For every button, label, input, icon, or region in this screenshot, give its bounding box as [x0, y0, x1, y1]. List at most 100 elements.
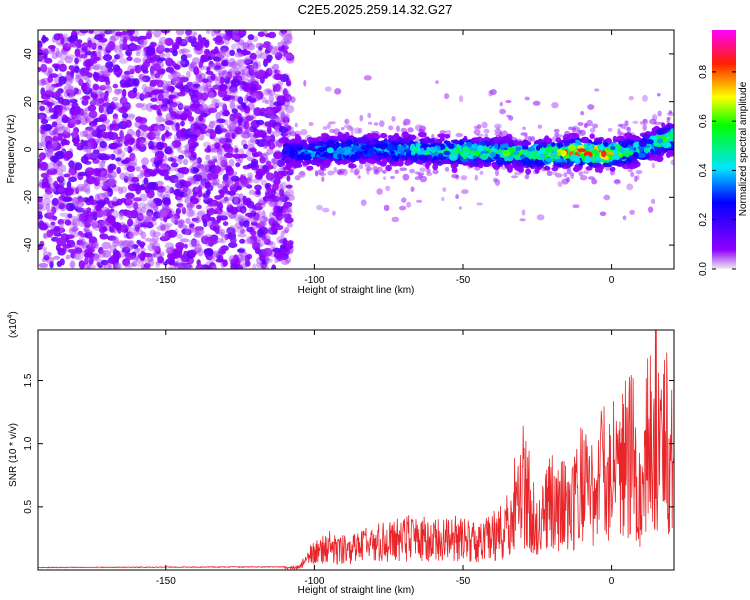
heatmap-cell: [142, 265, 151, 269]
heatmap-cell: [642, 124, 647, 131]
heatmap-cell: [245, 212, 254, 217]
heatmap-cell: [215, 124, 221, 133]
heatmap-cell: [538, 153, 546, 159]
heatmap-cell: [519, 218, 526, 222]
heatmap-cell: [84, 218, 90, 223]
heatmap-cell: [38, 203, 44, 211]
heatmap-cell: [59, 202, 67, 212]
heatmap-cell: [42, 197, 51, 206]
heatmap-cell: [194, 109, 205, 115]
heatmap-cell: [186, 70, 191, 79]
heatmap-cell: [226, 73, 235, 79]
heatmap-cell: [161, 204, 171, 213]
heatmap-cell: [159, 211, 168, 217]
heatmap-cell: [165, 106, 170, 111]
heatmap-cell: [216, 159, 224, 166]
heatmap-cell: [85, 218, 94, 227]
heatmap-cell: [94, 240, 99, 248]
heatmap-cell: [61, 98, 71, 106]
heatmap-cell: [511, 175, 518, 179]
heatmap-cell: [182, 158, 189, 166]
heatmap-cell: [476, 202, 483, 206]
heatmap-cell: [246, 226, 254, 233]
heatmap-cell: [79, 50, 86, 56]
heatmap-cell: [73, 116, 82, 121]
heatmap-cell: [40, 63, 48, 73]
heatmap-cell: [72, 243, 82, 248]
heatmap-cell: [567, 132, 577, 138]
heatmap-cell: [222, 180, 230, 185]
heatmap-cell: [196, 42, 205, 51]
heatmap-cell: [90, 65, 101, 70]
heatmap-cell: [226, 71, 232, 80]
heatmap-cell: [186, 203, 193, 211]
heatmap-cell: [116, 166, 122, 175]
heatmap-cell: [123, 76, 130, 84]
heatmap-cell: [67, 162, 72, 167]
heatmap-cell: [229, 87, 239, 95]
heatmap-cell: [126, 227, 136, 232]
heatmap-cell: [59, 212, 69, 217]
heatmap-cell: [242, 102, 247, 110]
heatmap-cell: [210, 264, 218, 269]
heatmap-cell: [102, 72, 111, 77]
heatmap-cell: [648, 206, 654, 213]
heatmap-cell: [135, 129, 141, 138]
heatmap-cell: [383, 176, 387, 181]
heatmap-cell: [209, 199, 219, 207]
heatmap-cell: [382, 169, 387, 174]
heatmap-cell: [179, 238, 190, 243]
heatmap-cell: [70, 71, 74, 78]
heatmap-cell: [77, 54, 82, 63]
heatmap-cell: [396, 125, 400, 132]
heatmap-cell: [91, 42, 97, 50]
heatmap-cell: [190, 61, 196, 69]
heatmap-cell: [84, 222, 91, 228]
heatmap-cell: [71, 227, 79, 232]
heatmap-cell: [186, 208, 195, 218]
heatmap-cell: [592, 123, 599, 129]
heatmap-cell: [272, 247, 282, 253]
heatmap-cell: [245, 184, 253, 189]
heatmap-cell: [108, 43, 115, 51]
heatmap-cell: [47, 103, 53, 109]
heatmap-cell: [193, 66, 200, 76]
heatmap-cell: [44, 146, 49, 156]
heatmap-cell: [217, 88, 228, 98]
heatmap-cell: [49, 261, 54, 269]
heatmap-cell: [65, 54, 76, 59]
heatmap-cell: [197, 86, 204, 93]
heatmap-cell: [278, 195, 286, 203]
heatmap-cell: [149, 238, 157, 246]
heatmap-cell: [206, 66, 211, 72]
heatmap-cell: [419, 167, 426, 172]
heatmap-cell: [273, 205, 278, 213]
heatmap-cell: [416, 199, 423, 203]
heatmap-cell: [614, 179, 621, 184]
heatmap-cell: [210, 201, 219, 210]
heatmap-cell: [217, 70, 226, 76]
heatmap-cell: [257, 200, 267, 206]
heatmap-cell: [51, 100, 60, 106]
heatmap-cell: [146, 199, 155, 208]
heatmap-cell: [152, 63, 161, 72]
heatmap-cell: [141, 124, 149, 132]
heatmap-cell: [148, 140, 154, 150]
heatmap-cell: [111, 122, 121, 131]
heatmap-cell: [92, 71, 98, 81]
heatmap-cell: [125, 198, 135, 205]
heatmap-cell: [230, 175, 240, 182]
heatmap-cell: [409, 168, 415, 174]
heatmap-cell: [76, 213, 81, 221]
heatmap-cell: [219, 76, 225, 85]
heatmap-cell: [141, 75, 151, 83]
heatmap-cell: [217, 102, 227, 108]
heatmap-cell: [273, 151, 283, 160]
heatmap-cell: [135, 217, 141, 224]
heatmap-cell: [75, 187, 80, 195]
heatmap-cell: [112, 236, 120, 244]
heatmap-cell: [125, 192, 135, 200]
heatmap-cell: [254, 184, 262, 191]
heatmap-cell: [444, 166, 450, 172]
heatmap-cell: [230, 206, 238, 215]
